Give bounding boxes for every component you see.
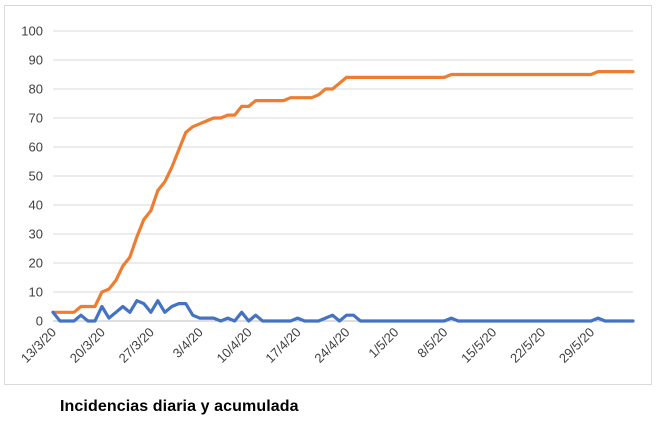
x-tick-label: 22/5/20 <box>507 325 548 366</box>
chart-frame: 0 10 20 30 40 50 60 70 80 90 100 13/3/20 20/3/20 27/… <box>4 5 652 385</box>
y-tick-label-90: 90 <box>29 53 43 68</box>
x-tick-label: 1/5/20 <box>365 325 401 361</box>
x-tick-label: 13/3/20 <box>18 325 59 366</box>
series-lines <box>51 69 635 323</box>
x-tick-label: 29/5/20 <box>556 325 597 366</box>
x-tick-label: 10/4/20 <box>214 325 255 366</box>
y-tick-label-10: 10 <box>29 285 43 300</box>
y-tick-label-20: 20 <box>29 256 43 271</box>
x-tick-label: 17/4/20 <box>262 325 303 366</box>
series-line-1 <box>51 69 635 314</box>
gridlines <box>53 30 633 293</box>
y-tick-label-30: 30 <box>29 227 43 242</box>
x-tick-label: 20/3/20 <box>67 325 108 366</box>
y-tick-label-100: 100 <box>21 24 43 39</box>
y-tick-label-40: 40 <box>29 198 43 213</box>
x-tick-label: 24/4/20 <box>311 325 352 366</box>
y-tick-label-70: 70 <box>29 111 43 126</box>
y-tick-label-80: 80 <box>29 82 43 97</box>
x-tick-label: 8/5/20 <box>414 325 450 361</box>
x-axis-tick-labels: 13/3/20 20/3/20 27/3/20 3/4/20 10/4/20 17/4/2… <box>18 325 597 366</box>
x-tick-label: 27/3/20 <box>116 325 157 366</box>
series-line-2 <box>51 299 635 323</box>
y-tick-label-0: 0 <box>36 314 43 329</box>
y-tick-label-60: 60 <box>29 140 43 155</box>
x-tick-label: 15/5/20 <box>458 325 499 366</box>
y-axis-tick-labels: 0 10 20 30 40 50 60 70 80 90 100 <box>21 24 43 329</box>
chart-caption: Incidencias diaria y acumulada <box>60 398 299 415</box>
x-tick-label: 3/4/20 <box>170 325 206 361</box>
line-chart: 0 10 20 30 40 50 60 70 80 90 100 13/3/20 20/3/20 27/… <box>18 24 635 366</box>
y-tick-label-50: 50 <box>29 169 43 184</box>
